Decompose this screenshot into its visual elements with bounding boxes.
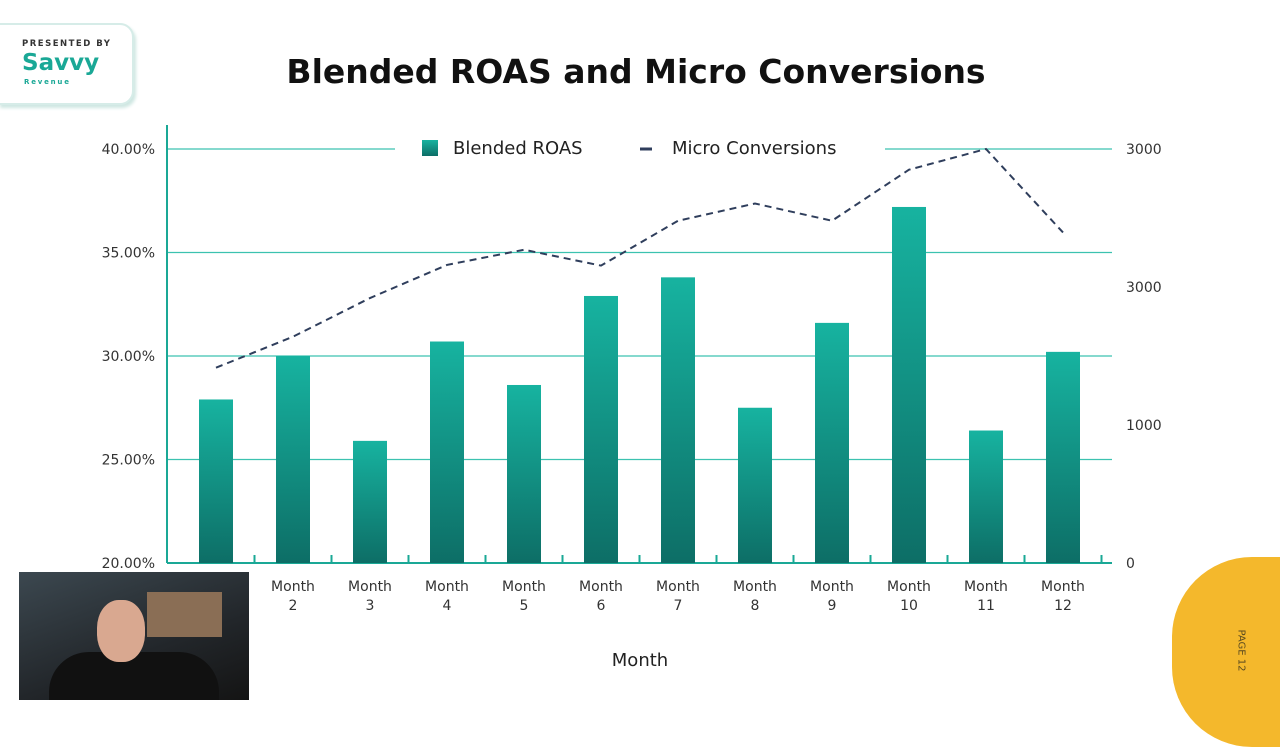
right-tick-label: 1000	[1126, 418, 1162, 434]
x-tick-label-line1: Month	[348, 579, 392, 595]
legend-label-line: Micro Conversions	[672, 138, 836, 159]
background-shelf	[147, 592, 222, 637]
x-tick-label-line2: 5	[520, 598, 529, 614]
right-tick-label: 3000	[1126, 142, 1162, 158]
presenter-face	[97, 600, 145, 662]
x-tick-label-line1: Month	[656, 579, 700, 595]
bar-month-8	[738, 408, 772, 563]
legend-swatch-bar	[422, 140, 438, 156]
left-tick-label: 20.00%	[102, 556, 155, 572]
x-tick-label-line2: 8	[751, 598, 760, 614]
x-tick-label-line1: Month	[887, 579, 931, 595]
x-tick-label-line2: 7	[674, 598, 683, 614]
micro-conversions-line	[216, 149, 1063, 368]
legend-label-bar: Blended ROAS	[453, 138, 583, 159]
bar-month-7	[661, 277, 695, 563]
left-tick-label: 40.00%	[102, 142, 155, 158]
x-tick-label-line1: Month	[579, 579, 623, 595]
x-tick-label-line2: 6	[597, 598, 606, 614]
presenter-body	[49, 652, 219, 700]
bar-month-12	[1046, 352, 1080, 563]
x-tick-label-line1: Month	[733, 579, 777, 595]
x-tick-label-line2: 4	[443, 598, 452, 614]
right-tick-label: 0	[1126, 556, 1135, 572]
x-tick-label-line2: 12	[1054, 598, 1072, 614]
x-tick-label-line2: 9	[828, 598, 837, 614]
right-tick-label: 3000	[1126, 280, 1162, 296]
bar-month-6	[584, 296, 618, 563]
x-tick-label-line1: Month	[425, 579, 469, 595]
bar-month-4	[430, 342, 464, 563]
x-tick-label-line1: Month	[810, 579, 854, 595]
x-tick-label-line1: Month	[964, 579, 1008, 595]
bar-month-5	[507, 385, 541, 563]
bar-month-2	[276, 356, 310, 563]
x-tick-label-line1: Month	[1041, 579, 1085, 595]
x-axis-title: Month	[612, 650, 668, 671]
x-tick-label-line1: Month	[271, 579, 315, 595]
bar-month-1	[199, 399, 233, 563]
bar-month-10	[892, 207, 926, 563]
presenter-webcam	[19, 572, 249, 700]
left-tick-label: 35.00%	[102, 246, 155, 262]
left-tick-label: 30.00%	[102, 349, 155, 365]
x-tick-label-line2: 2	[289, 598, 298, 614]
bar-month-9	[815, 323, 849, 563]
x-tick-label-line2: 10	[900, 598, 918, 614]
bar-month-3	[353, 441, 387, 563]
left-tick-label: 25.00%	[102, 453, 155, 469]
page-number: PAGE 12	[1236, 629, 1247, 671]
x-tick-label-line1: Month	[502, 579, 546, 595]
x-tick-label-line2: 11	[977, 598, 995, 614]
x-tick-label-line2: 3	[366, 598, 375, 614]
bar-month-11	[969, 431, 1003, 563]
